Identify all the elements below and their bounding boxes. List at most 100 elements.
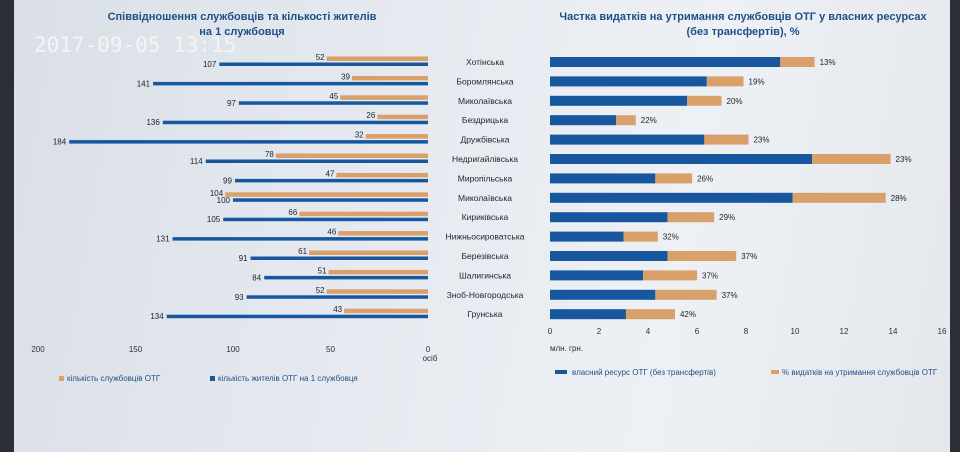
staff-count-label: 66	[288, 208, 297, 217]
staff-expense-share-bar	[623, 231, 658, 242]
staff-count-label: 26	[366, 111, 375, 120]
staff-count-bar	[225, 192, 428, 197]
staff-count-label: 52	[316, 286, 325, 295]
residents-per-staff-bar	[219, 62, 428, 66]
staff-count-bar	[328, 269, 428, 275]
residents-per-staff-label: 141	[137, 79, 151, 88]
staff-expense-share-bar	[655, 289, 717, 300]
residents-per-staff-label: 84	[252, 273, 261, 282]
staff-expense-share-bar	[616, 115, 636, 126]
staff-count-label: 39	[341, 72, 350, 81]
region-label: Березівська	[461, 251, 508, 261]
residents-per-staff-bar	[250, 256, 428, 260]
right-chart: Частка видатків на утримання службовців …	[548, 11, 947, 377]
left-x-tick-label: 0	[426, 345, 431, 354]
residents-per-staff-bar	[238, 101, 428, 105]
residents-per-staff-bar	[172, 237, 428, 241]
region-label: Грунська	[467, 309, 502, 319]
region-label: Бездрицька	[462, 115, 508, 125]
residents-per-staff-bar	[69, 140, 428, 144]
own-resource-bar	[550, 57, 781, 67]
own-resource-bar	[550, 212, 668, 223]
residents-per-staff-bar	[234, 178, 428, 183]
expense-share-data-label: 13%	[820, 58, 836, 67]
residents-per-staff-bar	[205, 159, 428, 163]
residents-per-staff-bar	[223, 217, 428, 222]
own-resource-bar	[550, 154, 813, 164]
expense-share-data-label: 20%	[727, 97, 743, 106]
legend-swatch-staff	[59, 376, 64, 381]
right-x-tick-label: 4	[646, 327, 651, 336]
staff-count-label: 51	[318, 266, 327, 275]
expense-share-data-label: 19%	[749, 77, 765, 86]
category-labels: Хотінська Боромлянська Миколаївська Бездриц…	[446, 57, 525, 319]
right-x-tick-label: 14	[889, 327, 898, 336]
expense-share-data-label: 28%	[891, 194, 907, 203]
staff-expense-share-bar	[667, 251, 737, 261]
expense-share-data-label: 37%	[702, 271, 718, 280]
right-x-tick-label: 16	[938, 327, 947, 336]
own-resource-bar	[550, 134, 705, 145]
residents-per-staff-label: 91	[239, 254, 248, 263]
staff-expense-share-bar	[625, 309, 675, 320]
residents-per-staff-bar	[233, 198, 428, 202]
region-label: Хотінська	[466, 57, 504, 67]
right-x-tick-label: 10	[791, 327, 800, 336]
left-chart-title-line: на 1 службовця	[199, 26, 284, 38]
residents-per-staff-label: 107	[203, 60, 217, 69]
own-resource-bar	[550, 173, 656, 184]
own-resource-bar	[550, 251, 668, 261]
region-label: Миколаївська	[458, 193, 512, 203]
legend-swatch-expense-share	[771, 370, 779, 374]
region-label: Зноб-Новгородська	[447, 290, 524, 300]
right-x-tick-label: 0	[548, 327, 553, 336]
residents-per-staff-label: 134	[150, 312, 164, 321]
staff-count-label: 32	[355, 131, 364, 140]
own-resource-bar	[550, 76, 707, 87]
staff-count-label: 78	[265, 150, 274, 159]
residents-per-staff-bar	[166, 314, 428, 319]
photo-timestamp: 2017-09-05 13:15	[34, 33, 236, 57]
right-x-tick-label: 6	[695, 327, 700, 336]
staff-count-label: 52	[316, 53, 325, 62]
staff-count-bar	[338, 231, 428, 236]
staff-count-label: 104	[210, 189, 224, 198]
own-resource-bar	[550, 309, 626, 320]
left-chart-title-line: Співвідношення службовців та кількості ж…	[108, 11, 377, 23]
own-resource-bar	[550, 270, 644, 281]
right-x-tick-label: 12	[840, 327, 849, 336]
region-label: Миколаївська	[458, 96, 512, 106]
staff-count-label: 46	[327, 228, 336, 237]
expense-share-data-label: 22%	[641, 116, 657, 125]
expense-share-data-label: 23%	[896, 155, 912, 164]
residents-per-staff-bar	[264, 275, 428, 280]
legend-label-own-resource: власний ресурс ОТГ (без трансфертів)	[572, 368, 716, 377]
staff-expense-share-bar	[780, 57, 815, 67]
expense-share-data-label: 32%	[663, 233, 679, 242]
residents-per-staff-bar	[162, 120, 429, 125]
staff-count-bar	[299, 211, 428, 217]
left-x-tick-label: 200	[31, 345, 45, 354]
region-label: Нижньосироватська	[446, 232, 525, 242]
staff-expense-share-bar	[687, 95, 722, 106]
region-label: Миропільська	[458, 173, 513, 183]
residents-per-staff-label: 99	[223, 176, 232, 185]
region-label: Боромлянська	[456, 76, 513, 86]
residents-per-staff-label: 131	[156, 235, 170, 244]
staff-count-bar	[309, 250, 428, 255]
residents-per-staff-label: 136	[146, 118, 160, 127]
staff-expense-share-bar	[812, 154, 891, 164]
own-resource-bar	[550, 231, 624, 242]
staff-count-label: 45	[329, 92, 338, 101]
left-x-tick-label: 150	[129, 345, 143, 354]
staff-count-bar	[326, 56, 428, 61]
staff-count-bar	[344, 308, 428, 314]
legend-label-staff: кількість службовців ОТГ	[67, 374, 161, 383]
staff-count-label: 43	[333, 305, 342, 314]
staff-count-bar	[351, 75, 428, 81]
right-x-tick-label: 8	[744, 327, 749, 336]
legend-label-expense-share: % видатків на утримання службовців ОТГ	[782, 368, 938, 377]
staff-expense-share-bar	[704, 134, 749, 145]
left-x-unit-label: осіб	[423, 354, 438, 363]
expense-share-data-label: 42%	[680, 310, 696, 319]
